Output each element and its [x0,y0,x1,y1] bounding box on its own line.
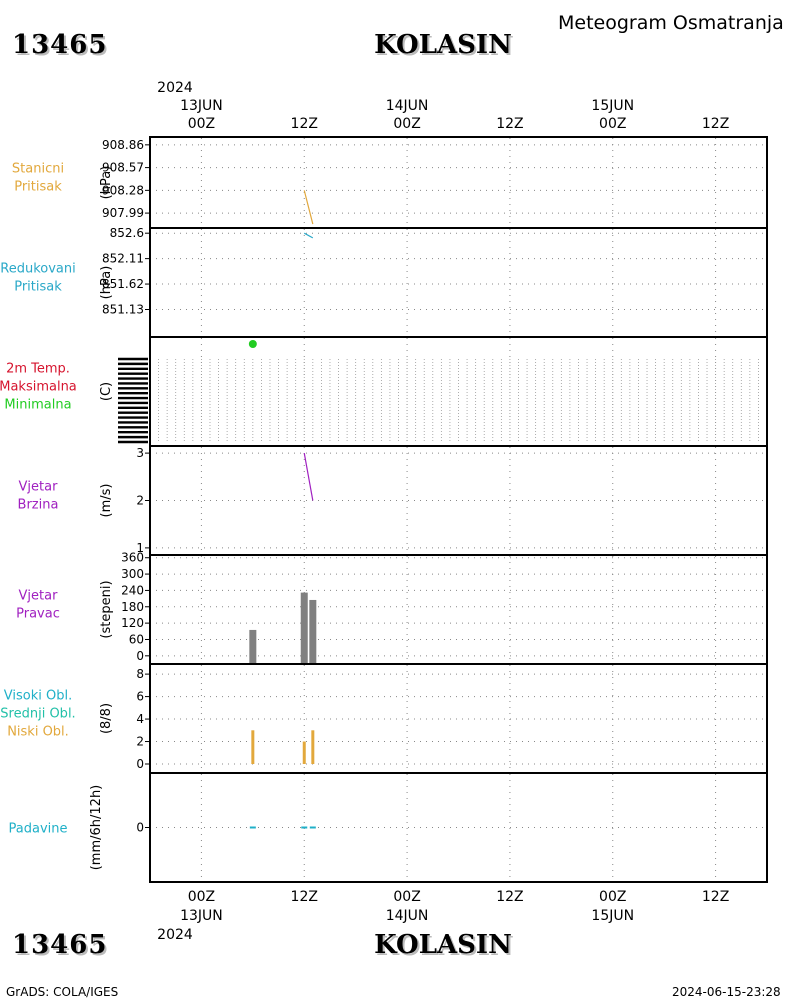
reduced-pressure-ytick-label: 852.11 [102,252,144,266]
precipitation-unit-label: (mm/6h/12h) [89,785,104,871]
station-id-bottom: 13465 [12,930,108,960]
cloud-cover-ytick-label: 6 [136,690,144,704]
bottom-date-label: 15JUN [591,908,634,924]
wind-direction-ytick-label: 240 [121,583,144,597]
station-pressure-unit-label: (hPa) [99,166,114,200]
wind-direction-ytick-label: 60 [129,632,144,646]
wind-speed-unit-label: (m/s) [99,484,114,518]
temperature-label: Minimalna [4,398,71,413]
station-id-top: 13465 [12,30,108,60]
cloud-cover-bar [311,730,315,765]
reduced-pressure-label: Pritisak [14,280,62,295]
bottom-time-label: 00Z [393,889,420,905]
wind-speed-label: Brzina [18,498,59,513]
station-pressure-series-line [303,190,314,225]
cloud-cover-label: Visoki Obl. [4,689,72,704]
wind-direction-ytick-label: 360 [121,551,144,565]
station-pressure-ytick-label: 908.86 [102,138,144,152]
wind-direction-ytick-label: 0 [136,649,144,663]
generation-timestamp: 2024-06-15-23:28 [672,985,781,999]
cloud-cover-bar [302,741,306,765]
wind-direction-frame [149,554,768,665]
year-label-top: 2024 [157,80,193,96]
cloud-cover-label: Srednji Obl. [0,707,75,722]
wind-direction-bar [249,629,257,664]
reduced-pressure-unit-label: (hPa) [99,266,114,300]
top-date-label: 13JUN [180,98,223,114]
top-time-label: 00Z [188,116,215,132]
station-pressure-label: Stanicni [12,162,64,177]
top-time-label: 12Z [702,116,729,132]
reduced-pressure-ytick-label: 851.62 [102,277,144,291]
wind-direction-ytick-label: 120 [121,616,144,630]
temperature-frame [149,336,768,447]
bottom-time-label: 00Z [599,889,626,905]
cloud-cover-frame [149,663,768,774]
temperature-label: 2m Temp. [6,362,70,377]
bottom-time-label: 12Z [291,889,318,905]
station-name-bottom: KOLASIN [374,930,512,960]
cloud-cover-ytick-label: 4 [136,712,144,726]
temperature-label: Maksimalna [0,380,77,395]
top-time-label: 12Z [291,116,318,132]
station-pressure-ytick-label: 908.28 [102,183,144,197]
grads-credit: GrADS: COLA/IGES [6,985,119,999]
top-time-label: 12Z [496,116,523,132]
bottom-time-label: 00Z [188,889,215,905]
top-time-label: 00Z [393,116,420,132]
station-pressure-ytick-label: 907.99 [102,206,144,220]
reduced-pressure-label: Redukovani [0,262,75,277]
station-pressure-label: Pritisak [14,180,62,195]
cloud-cover-unit-label: (8/8) [99,703,114,734]
cloud-cover-bar [251,730,255,765]
temperature-unit-label: (C) [99,382,114,401]
station-name-top: KOLASIN [374,30,512,60]
wind-direction-unit-label: (stepeni) [99,580,114,638]
wind-speed-series-line [303,453,314,501]
wind-speed-label: Vjetar [19,480,59,495]
bottom-time-label: 12Z [702,889,729,905]
temperature-data-point [248,340,257,348]
wind-direction-label: Vjetar [19,589,59,604]
cloud-cover-ytick-label: 2 [136,735,144,749]
reduced-pressure-ytick-label: 852.6 [110,226,144,240]
wind-speed-ytick-label: 1 [136,541,144,555]
cloud-cover-ytick-label: 0 [136,757,144,771]
reduced-pressure-ytick-label: 851.13 [102,302,144,316]
wind-direction-ytick-label: 180 [121,600,144,614]
top-date-label: 15JUN [591,98,634,114]
wind-direction-label: Pravac [16,607,60,622]
wind-speed-frame [149,445,768,556]
meteogram-title: Meteogram Osmatranja [558,12,784,34]
cloud-cover-ytick-label: 8 [136,667,144,681]
reduced-pressure-frame [149,227,768,338]
bottom-time-label: 12Z [496,889,523,905]
wind-speed-ytick-label: 2 [136,494,144,508]
wind-direction-bar [300,592,308,664]
wind-direction-bar [309,599,317,664]
wind-direction-ytick-label: 300 [121,567,144,581]
top-date-label: 14JUN [386,98,429,114]
year-label-bottom: 2024 [157,927,193,943]
bottom-date-label: 14JUN [386,908,429,924]
top-time-label: 00Z [599,116,626,132]
reduced-pressure-series-line [303,232,314,239]
wind-speed-ytick-label: 3 [136,446,144,460]
precipitation-label: Padavine [9,822,68,837]
bottom-date-label: 13JUN [180,908,223,924]
cloud-cover-label: Niski Obl. [7,725,69,740]
station-pressure-ytick-label: 908.57 [102,161,144,175]
precipitation-ytick-label: 0 [136,821,144,835]
precipitation-frame [149,772,768,883]
station-pressure-frame [149,136,768,229]
